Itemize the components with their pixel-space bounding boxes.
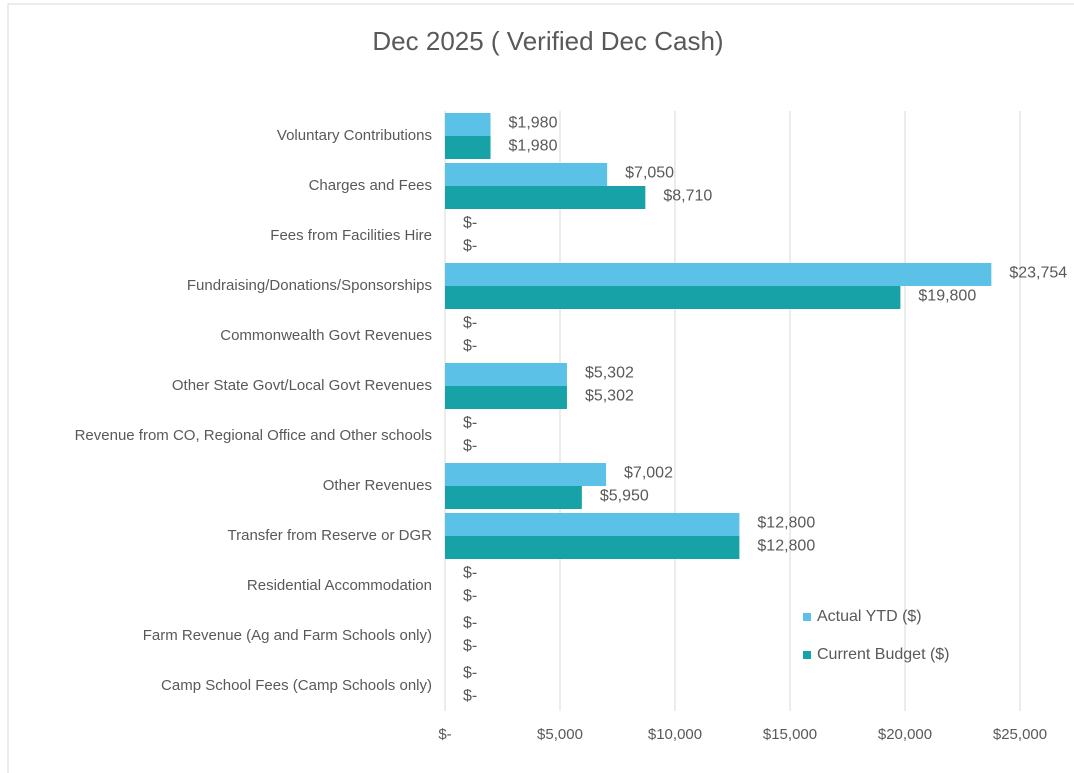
y-tick-label-box: Other Revenues	[32, 461, 432, 511]
legend-swatch	[803, 613, 811, 621]
data-label: $-	[463, 315, 477, 332]
bar	[445, 136, 491, 159]
legend-swatch	[803, 651, 811, 659]
bar	[445, 363, 567, 386]
data-label: $19,800	[918, 288, 976, 305]
data-label: $-	[463, 688, 477, 705]
y-tick-label-box: Voluntary Contributions	[32, 111, 432, 161]
y-tick-label: Other Revenues	[322, 477, 432, 494]
x-tick-label: $20,000	[878, 726, 932, 743]
y-tick-label-box: Revenue from CO, Regional Office and Oth…	[32, 411, 432, 461]
y-tick-label-box: Fundraising/Donations/Sponsorships	[32, 261, 432, 311]
y-tick-label: Fundraising/Donations/Sponsorships	[186, 277, 432, 294]
y-tick-label: Commonwealth Govt Revenues	[220, 327, 432, 344]
y-tick-label: Residential Accommodation	[246, 577, 432, 594]
legend-label: Actual YTD ($)	[817, 608, 922, 625]
data-label: $-	[463, 415, 477, 432]
bar	[445, 186, 646, 209]
y-tick-label: Transfer from Reserve or DGR	[227, 527, 433, 544]
y-tick-label: Revenue from CO, Regional Office and Oth…	[74, 427, 432, 444]
x-tick-label: $10,000	[648, 726, 702, 743]
data-label: $-	[463, 565, 477, 582]
x-tick-label: $-	[438, 726, 451, 743]
bar	[445, 113, 491, 136]
data-label: $12,800	[757, 538, 815, 555]
bar	[445, 463, 607, 486]
data-label: $-	[463, 238, 477, 255]
data-label: $-	[463, 638, 477, 655]
y-tick-label: Voluntary Contributions	[276, 127, 432, 144]
data-label: $12,800	[757, 515, 815, 532]
data-label: $23,754	[1009, 265, 1067, 282]
bar	[445, 263, 992, 286]
y-tick-label-box: Camp School Fees (Camp Schools only)	[32, 661, 432, 711]
y-tick-label-box: Other State Govt/Local Govt Revenues	[32, 361, 432, 411]
data-label: $5,950	[600, 488, 649, 505]
data-label: $-	[463, 215, 477, 232]
y-tick-label: Camp School Fees (Camp Schools only)	[161, 677, 432, 694]
data-label: $7,050	[625, 165, 674, 182]
chart-title: Dec 2025 ( Verified Dec Cash)	[372, 26, 723, 56]
data-label: $8,710	[663, 188, 712, 205]
y-tick-label-box: Commonwealth Govt Revenues	[32, 311, 432, 361]
y-tick-label-box: Residential Accommodation	[32, 561, 432, 611]
data-label: $5,302	[585, 365, 634, 382]
bar	[445, 386, 567, 409]
y-tick-label: Fees from Facilities Hire	[270, 227, 432, 244]
data-label: $-	[463, 665, 477, 682]
data-label: $-	[463, 438, 477, 455]
y-tick-label-box: Transfer from Reserve or DGR	[32, 511, 433, 561]
data-label: $-	[463, 338, 477, 355]
y-tick-label-box: Charges and Fees	[32, 161, 432, 211]
x-tick-label: $5,000	[537, 726, 583, 743]
bar	[445, 536, 740, 559]
data-label: $1,980	[509, 115, 558, 132]
bar	[445, 513, 740, 536]
bar	[445, 486, 582, 509]
y-tick-label-box: Fees from Facilities Hire	[32, 211, 432, 261]
y-tick-label: Farm Revenue (Ag and Farm Schools only)	[142, 627, 432, 644]
y-tick-label: Charges and Fees	[308, 177, 432, 194]
data-label: $7,002	[624, 465, 673, 482]
bar	[445, 286, 901, 309]
x-tick-label: $15,000	[763, 726, 817, 743]
data-label: $-	[463, 588, 477, 605]
legend-label: Current Budget ($)	[817, 646, 950, 663]
data-label: $5,302	[585, 388, 634, 405]
data-label: $1,980	[509, 138, 558, 155]
y-tick-label: Other State Govt/Local Govt Revenues	[171, 377, 432, 394]
x-tick-label: $25,000	[993, 726, 1047, 743]
data-label: $-	[463, 615, 477, 632]
bar	[445, 163, 608, 186]
y-tick-label-box: Farm Revenue (Ag and Farm Schools only)	[32, 611, 432, 661]
